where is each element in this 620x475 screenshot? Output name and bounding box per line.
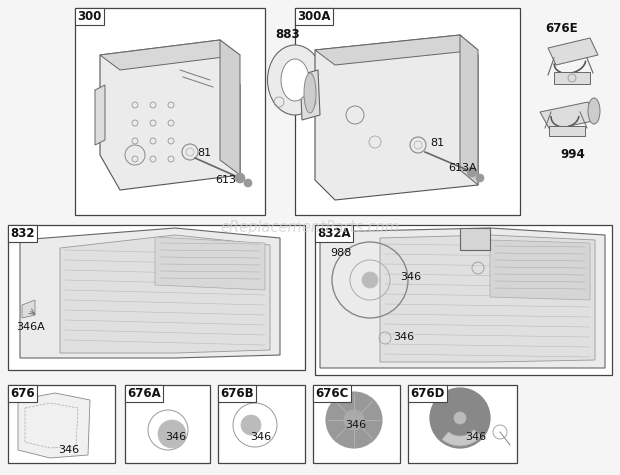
Text: 613: 613: [215, 175, 236, 185]
Polygon shape: [460, 35, 478, 185]
Text: 346: 346: [58, 445, 79, 455]
Text: 81: 81: [430, 138, 444, 148]
Bar: [8, 225, 305, 370]
Text: 300A: 300A: [297, 10, 330, 23]
Circle shape: [158, 420, 186, 448]
Polygon shape: [60, 235, 270, 353]
Text: eReplacementParts.com: eReplacementParts.com: [221, 220, 399, 235]
Text: 676: 676: [10, 387, 35, 400]
Text: 300: 300: [77, 10, 102, 23]
Bar: [315, 225, 612, 375]
Bar: [75, 8, 265, 215]
Text: 676C: 676C: [315, 387, 348, 400]
Text: 81: 81: [197, 148, 211, 158]
Polygon shape: [95, 85, 105, 145]
Text: 832A: 832A: [317, 227, 351, 240]
Polygon shape: [22, 300, 35, 318]
Text: 346: 346: [465, 432, 486, 442]
Ellipse shape: [588, 98, 600, 124]
Text: 676E: 676E: [545, 22, 578, 35]
Polygon shape: [20, 228, 280, 358]
Polygon shape: [490, 240, 590, 300]
Polygon shape: [18, 393, 90, 458]
Text: 988: 988: [330, 248, 352, 258]
Polygon shape: [100, 40, 240, 190]
Bar: [549, 126, 585, 136]
Bar: [460, 228, 490, 250]
Ellipse shape: [304, 73, 316, 113]
Text: 613A: 613A: [448, 163, 477, 173]
Text: 346A: 346A: [16, 322, 45, 332]
Text: 346: 346: [400, 272, 421, 282]
Circle shape: [430, 388, 490, 448]
Circle shape: [476, 174, 484, 182]
Circle shape: [235, 173, 245, 183]
Polygon shape: [155, 237, 265, 290]
Polygon shape: [100, 40, 240, 70]
Text: 883: 883: [275, 28, 299, 41]
Wedge shape: [442, 429, 482, 446]
Text: 676A: 676A: [127, 387, 161, 400]
Circle shape: [467, 167, 477, 177]
Polygon shape: [320, 228, 605, 368]
Ellipse shape: [267, 45, 322, 115]
Polygon shape: [540, 102, 598, 130]
Bar: [554, 72, 590, 84]
Text: 994: 994: [560, 148, 585, 161]
Bar: [313, 385, 400, 463]
Circle shape: [241, 415, 261, 435]
Bar: [125, 385, 210, 463]
Polygon shape: [220, 40, 240, 175]
Polygon shape: [548, 38, 598, 65]
Text: 346: 346: [345, 420, 366, 430]
Polygon shape: [315, 35, 478, 65]
Circle shape: [244, 179, 252, 187]
Polygon shape: [315, 35, 478, 200]
Circle shape: [454, 412, 466, 424]
Text: 346: 346: [250, 432, 271, 442]
Circle shape: [344, 410, 364, 430]
Text: 346: 346: [165, 432, 186, 442]
Bar: [408, 385, 517, 463]
Ellipse shape: [281, 59, 309, 101]
Text: 346: 346: [393, 332, 414, 342]
Bar: [295, 8, 520, 215]
Circle shape: [362, 272, 378, 288]
Text: 676D: 676D: [410, 387, 445, 400]
Polygon shape: [300, 70, 320, 120]
Polygon shape: [380, 235, 595, 362]
Circle shape: [326, 392, 382, 448]
Bar: [8, 385, 115, 463]
Text: 676B: 676B: [220, 387, 254, 400]
Bar: [218, 385, 305, 463]
Text: 832: 832: [10, 227, 35, 240]
